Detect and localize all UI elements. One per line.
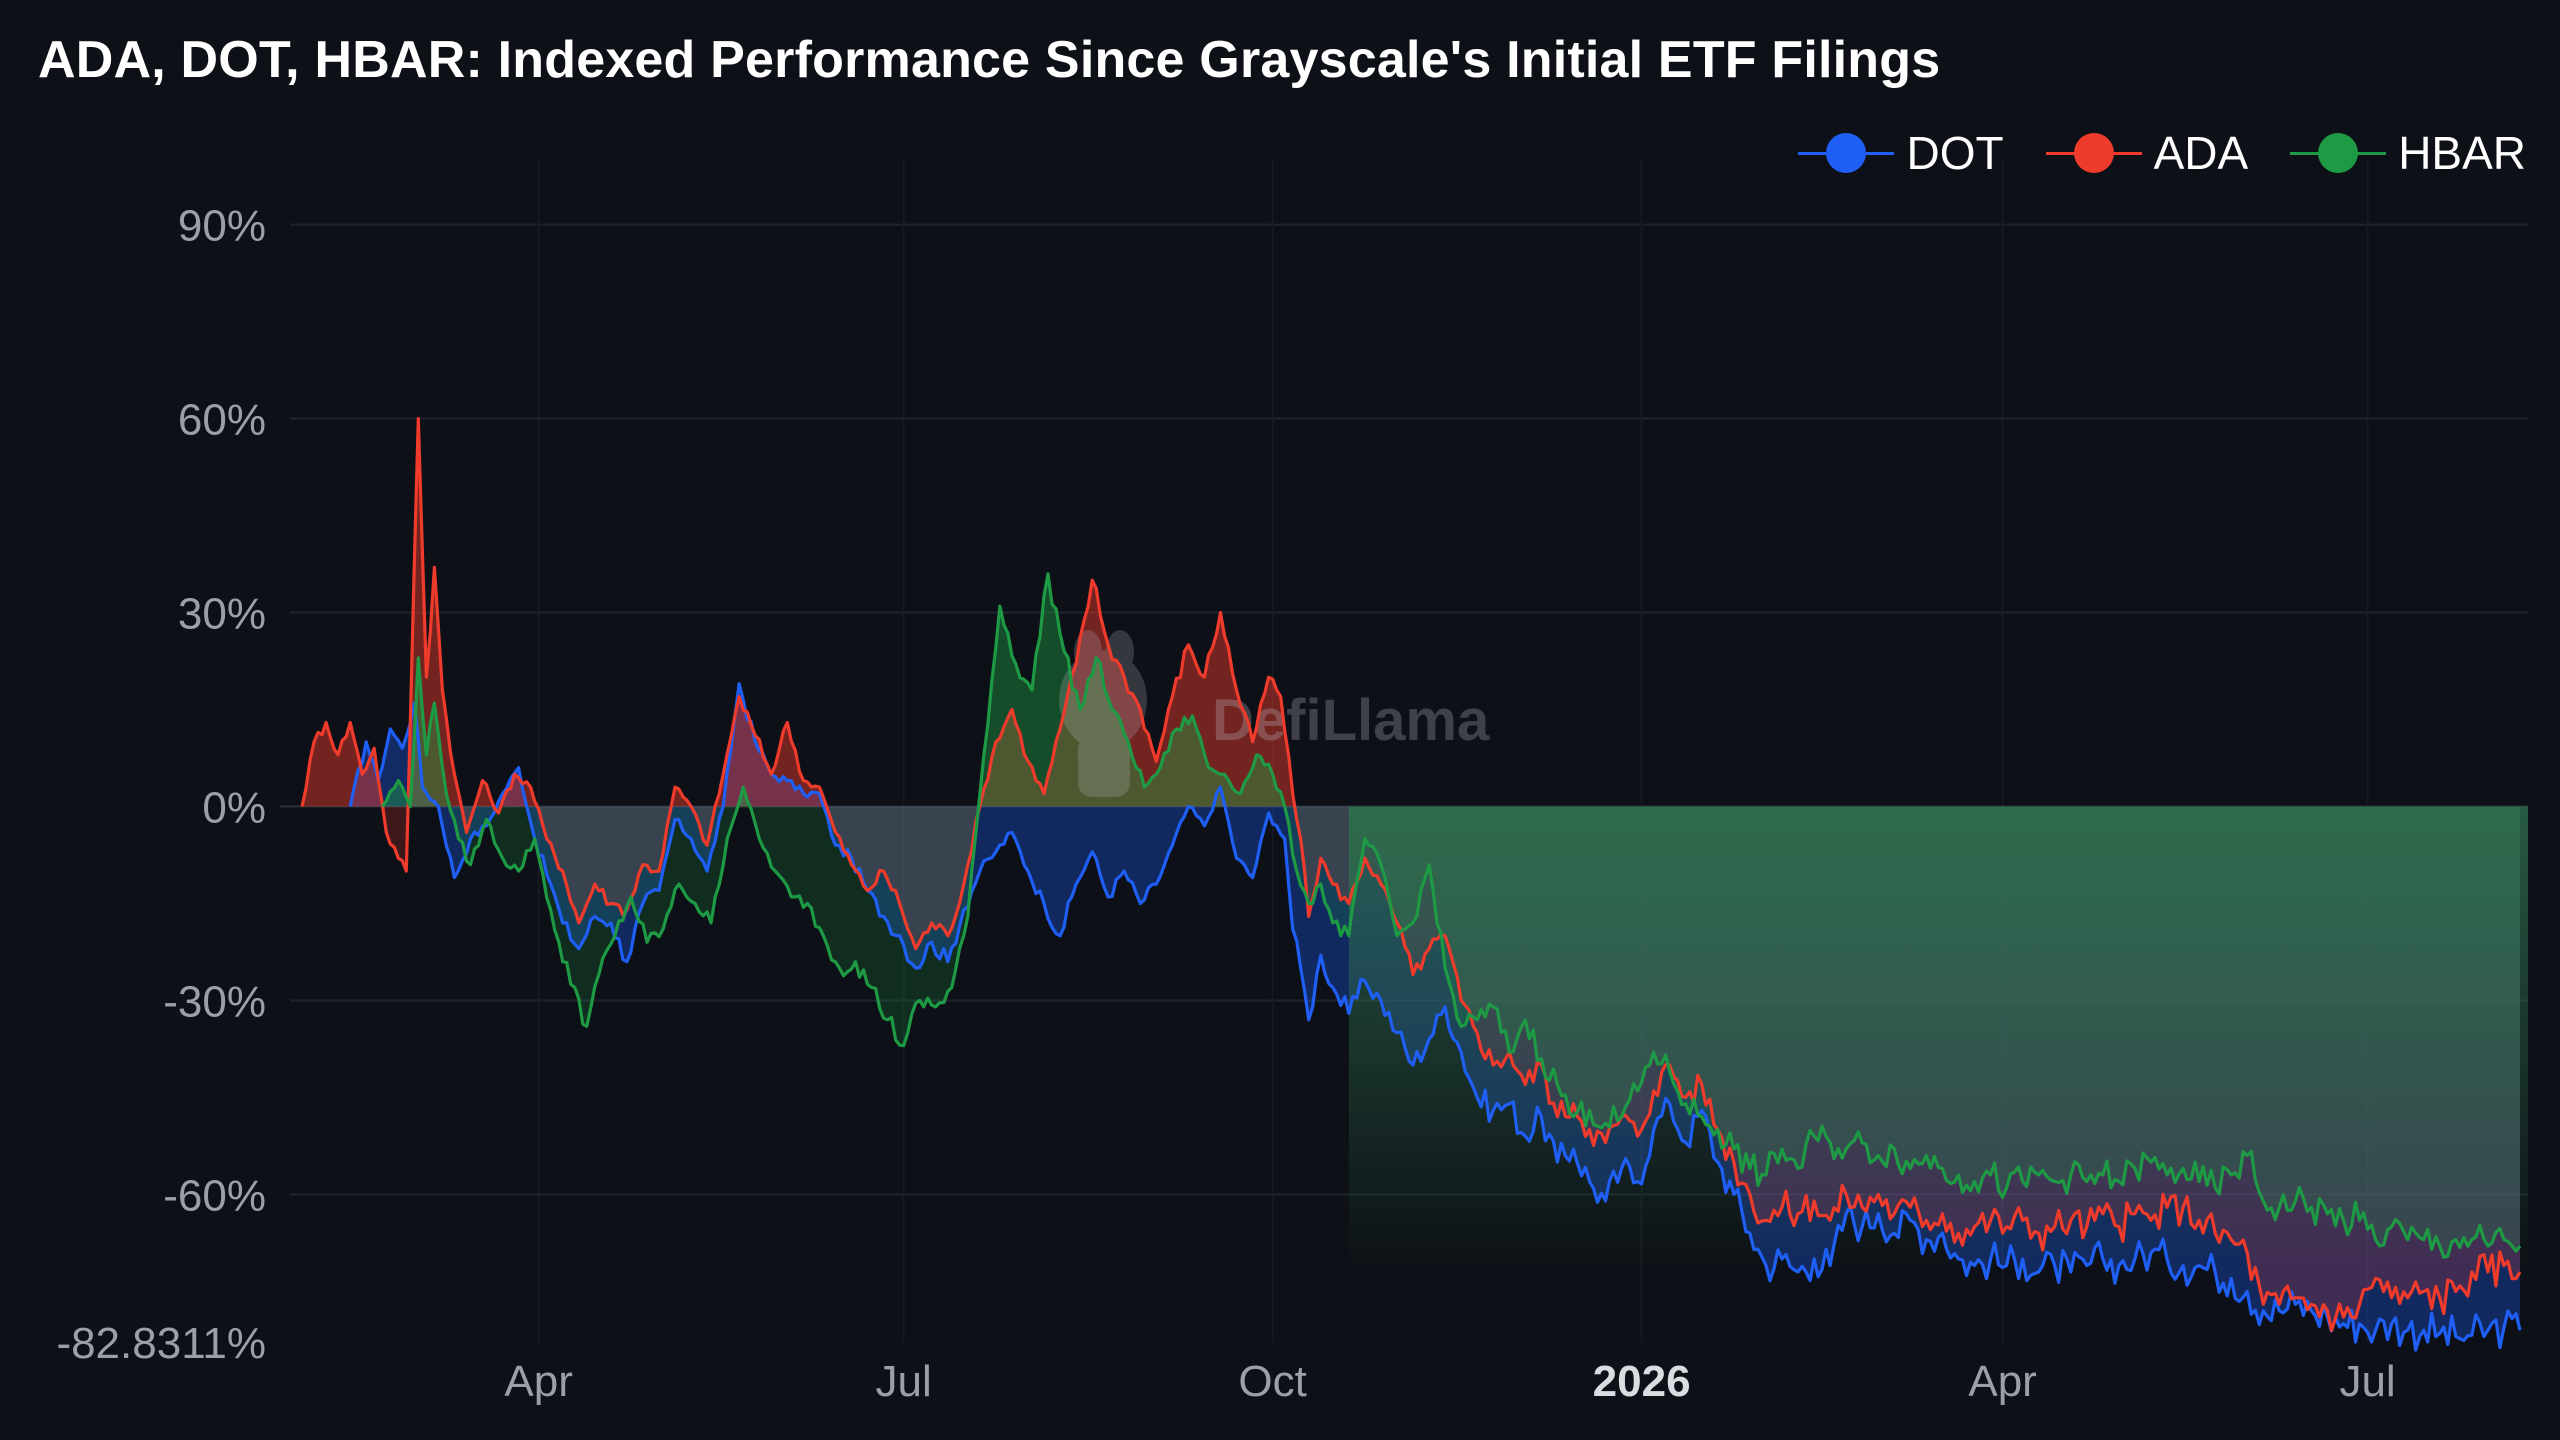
legend-label-dot: DOT bbox=[1906, 127, 2004, 179]
x-tick-label: 2026 bbox=[1593, 1357, 1691, 1406]
y-tick-label: 30% bbox=[178, 590, 266, 639]
legend-item-dot[interactable]: DOT bbox=[1798, 126, 2004, 180]
legend-swatch-dot bbox=[1798, 133, 1895, 173]
y-tick-label: -82.8311% bbox=[56, 1319, 266, 1368]
series-area-negative-hbar bbox=[382, 806, 2520, 1258]
fill-layer bbox=[302, 418, 2528, 1351]
series-line-hbar[interactable] bbox=[380, 572, 2522, 1259]
y-tick-label: 90% bbox=[178, 202, 266, 251]
legend-item-ada[interactable]: ADA bbox=[2045, 126, 2249, 180]
legend-item-hbar[interactable]: HBAR bbox=[2290, 126, 2526, 180]
y-tick-label: 0% bbox=[202, 783, 266, 832]
series-line-dot[interactable] bbox=[348, 682, 2522, 1352]
legend-swatch-hbar bbox=[2290, 133, 2387, 173]
legend: DOT ADA HBAR bbox=[1798, 126, 2526, 180]
legend-label-ada: ADA bbox=[2153, 127, 2249, 179]
y-tick-label: -30% bbox=[163, 977, 266, 1026]
legend-label-hbar: HBAR bbox=[2398, 127, 2526, 179]
chart-title: ADA, DOT, HBAR: Indexed Performance Sinc… bbox=[38, 31, 1941, 89]
legend-dot-ada bbox=[2073, 133, 2114, 173]
x-tick-label: Apr bbox=[1968, 1357, 2036, 1406]
hbar-negative-band bbox=[1348, 806, 2528, 1272]
y-tick-label: -60% bbox=[163, 1171, 266, 1220]
x-tick-label: Jul bbox=[876, 1357, 932, 1406]
line-layer bbox=[300, 417, 2522, 1352]
x-axis: Apr Jul Oct 2026 Apr Jul bbox=[504, 1357, 2395, 1406]
y-axis: 90% 60% 30% 0% -30% -60% -82.8311% bbox=[56, 202, 266, 1368]
series-line-ada[interactable] bbox=[300, 417, 2522, 1332]
series-area-positive-ada bbox=[302, 418, 1295, 807]
legend-swatch-ada bbox=[2045, 133, 2142, 173]
legend-dot-dot bbox=[1826, 133, 1867, 173]
watermark-text: DefiLlama bbox=[1212, 688, 1490, 753]
x-tick-label: Apr bbox=[504, 1357, 572, 1406]
x-tick-label: Oct bbox=[1238, 1357, 1306, 1406]
x-tick-label: Jul bbox=[2339, 1357, 2395, 1406]
legend-dot-hbar bbox=[2318, 133, 2359, 173]
y-tick-label: 60% bbox=[178, 396, 266, 445]
